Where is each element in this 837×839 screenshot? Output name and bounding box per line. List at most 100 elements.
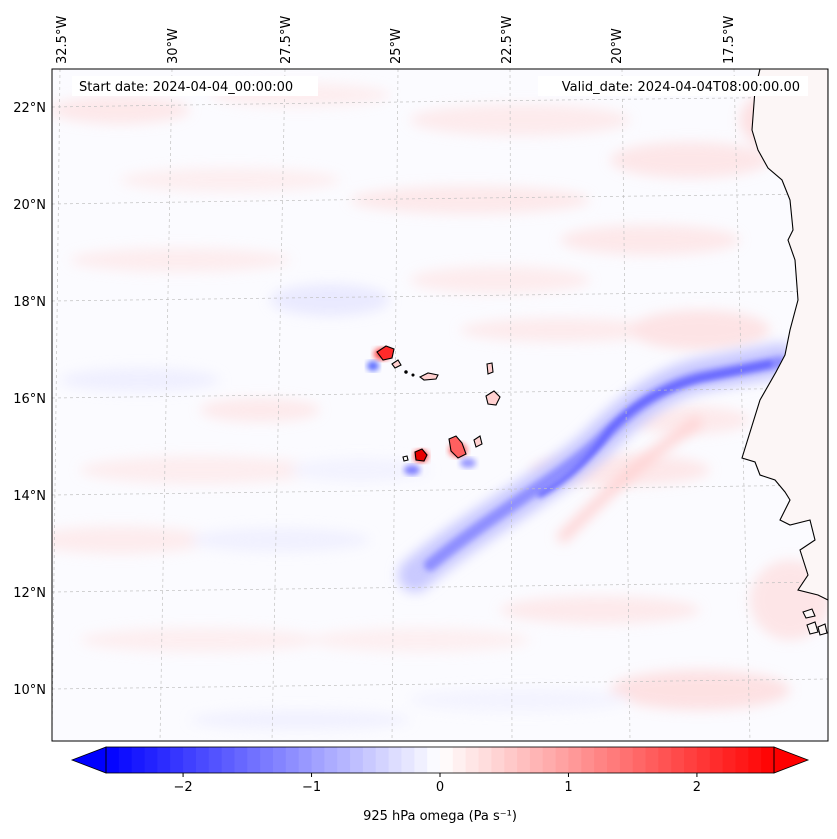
map-panel: Start date: 2024-04-04_00:00:00 Valid_da… [52, 69, 828, 741]
colorbar-cell [195, 747, 210, 773]
lon-labels: 32.5°W 30°W 27.5°W 25°W 22.5°W 20°W 17.5… [55, 16, 737, 64]
santo-antao [376, 345, 395, 361]
colorbar-cell [221, 747, 236, 773]
colorbar-cell [555, 747, 570, 773]
lat-label: 12°N [13, 586, 46, 601]
colorbar-cell [517, 747, 531, 773]
brava [402, 455, 409, 462]
colorbar-cell [247, 747, 261, 773]
islet [411, 373, 415, 377]
colorbar-cell [375, 747, 390, 773]
lon-label: 32.5°W [55, 16, 70, 64]
colorbar-cell [285, 747, 300, 773]
lon-label: 27.5°W [279, 16, 294, 64]
colorbar-cell [632, 747, 647, 773]
colorbar-tick-label: −2 [173, 780, 192, 795]
colorbar-cell [529, 747, 544, 773]
sal [486, 362, 494, 375]
boa-vista [485, 390, 501, 406]
colorbar-cell [324, 747, 338, 773]
colorbar-cell [337, 747, 351, 773]
lat-label: 10°N [13, 683, 46, 698]
colorbar-cell [748, 747, 762, 773]
colorbar-extend-min [70, 746, 107, 774]
graticule [52, 69, 828, 741]
coastline [376, 69, 828, 636]
colorbar-cell [658, 747, 672, 773]
colorbar-cell [388, 747, 403, 773]
lat-labels: 22°N 20°N 18°N 16°N 14°N 12°N 10°N [13, 101, 46, 698]
colorbar-cell [427, 747, 441, 773]
colorbar-tick-label: 2 [693, 780, 701, 795]
colorbar-cell [144, 747, 158, 773]
colorbar-cell [581, 747, 595, 773]
lat-label: 20°N [13, 198, 46, 213]
colorbar: −2 −1 0 1 2 925 hPa omega (Pa s⁻¹) [70, 746, 810, 824]
colorbar-cell [504, 747, 518, 773]
colorbar-cell [452, 747, 467, 773]
colorbar-label: 925 hPa omega (Pa s⁻¹) [363, 809, 517, 824]
colorbar-cell [491, 747, 505, 773]
colorbar-cell [208, 747, 223, 773]
header: Start date: 2024-04-04_00:00:00 Valid_da… [72, 76, 808, 96]
colorbar-cell [350, 747, 364, 773]
colorbar-cell [478, 747, 492, 773]
colorbar-cell [183, 747, 197, 773]
colorbar-cell [273, 747, 287, 773]
colorbar-cell [157, 747, 171, 773]
colorbar-cell [440, 747, 454, 773]
colorbar-cell [684, 747, 698, 773]
lat-label: 16°N [13, 392, 46, 407]
santiago [448, 435, 467, 459]
maio [473, 435, 483, 448]
fogo [414, 448, 428, 462]
colorbar-cell [106, 747, 120, 773]
start-date: Start date: 2024-04-04_00:00:00 [79, 80, 293, 95]
lat-label: 22°N [13, 101, 46, 116]
lon-label: 22.5°W [500, 16, 515, 64]
colorbar-cell [131, 747, 146, 773]
colorbar-cell [735, 747, 749, 773]
colorbar-cell [401, 747, 415, 773]
colorbar-cell [594, 747, 608, 773]
santa-luzia [404, 370, 408, 374]
colorbar-cell [645, 747, 659, 773]
colorbar-cell [234, 747, 248, 773]
colorbar-cell [619, 747, 634, 773]
colorbar-cell [709, 747, 724, 773]
lat-label: 18°N [13, 295, 46, 310]
colorbar-ticks: −2 −1 0 1 2 [173, 773, 701, 795]
lon-label: 30°W [166, 28, 181, 64]
valid-date-box [538, 76, 808, 96]
africa-land [741, 69, 828, 601]
colorbar-cell [170, 747, 184, 773]
colorbar-cell [311, 747, 325, 773]
colorbar-cell [362, 747, 377, 773]
start-date-box [72, 76, 318, 96]
bijagos-b [806, 621, 819, 635]
lon-label: 20°W [610, 28, 625, 64]
colorbar-tick-label: −1 [302, 780, 321, 795]
map-frame [51, 68, 829, 742]
colorbar-cell [414, 747, 428, 773]
lat-label: 14°N [13, 489, 46, 504]
colorbar-cell [761, 747, 775, 773]
colorbar-cell [260, 747, 274, 773]
lon-label: 17.5°W [722, 16, 737, 64]
bijagos-a [802, 608, 816, 619]
colorbar-cell [542, 747, 557, 773]
colorbar-cell [465, 747, 480, 773]
colorbar-tick-label: 1 [564, 780, 572, 795]
colorbar-cell [568, 747, 582, 773]
omega-band [398, 343, 797, 592]
colorbar-tick-label: 0 [436, 780, 444, 795]
colorbar-cell [607, 747, 621, 773]
bijagos-c [817, 623, 828, 636]
colorbar-cells [106, 747, 775, 773]
colorbar-cell [118, 747, 133, 773]
sao-vicente [391, 359, 402, 369]
colorbar-cell [671, 747, 685, 773]
lon-label: 25°W [389, 28, 404, 64]
colorbar-cell [298, 747, 313, 773]
